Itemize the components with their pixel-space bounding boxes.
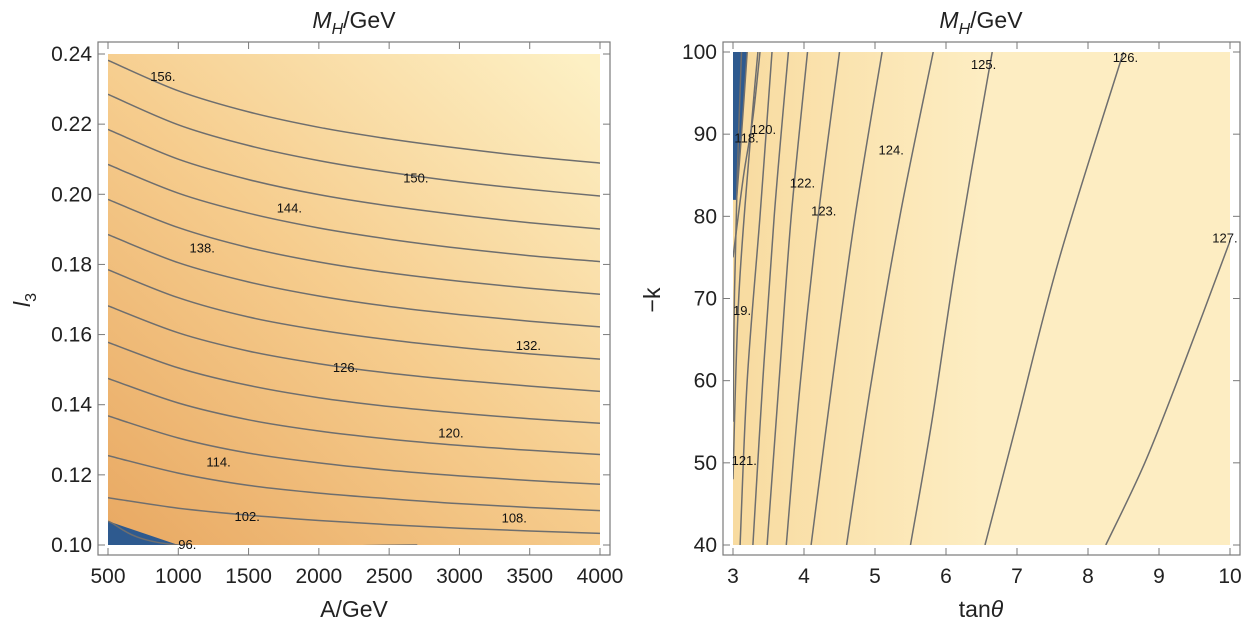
left-contour-line [108, 520, 418, 545]
right-contour-label: 124. [879, 143, 904, 158]
left-contour-label: 102. [235, 509, 260, 524]
left-xtick-label: 2000 [295, 565, 342, 588]
right-ytick-label: 90 [694, 123, 717, 146]
left-excluded-region [108, 521, 179, 545]
right-ytick-label: 50 [694, 452, 717, 475]
right-contour-line [785, 52, 841, 545]
right-excluded-region [733, 52, 748, 200]
left-xtick-label: 1500 [225, 565, 272, 588]
left-ytick-label: 0.10 [51, 534, 92, 557]
left-ytick-label: 0.24 [51, 43, 92, 66]
right-ytick-label: 80 [694, 205, 717, 228]
left-contour-label: 108. [502, 511, 527, 526]
right-contour-label: 121. [732, 453, 757, 468]
left-contour-line [108, 59, 600, 164]
left-contour-line [108, 128, 600, 230]
right-contour-line [984, 52, 1125, 545]
chart-left-plot-area [108, 54, 600, 545]
right-ytick-label: 60 [694, 370, 717, 393]
right-ytick-label: 100 [682, 41, 717, 64]
left-contour-line [108, 496, 600, 535]
left-ytick-label: 0.22 [51, 113, 92, 136]
left-ytick-label: 0.18 [51, 253, 92, 276]
left-contour-line [108, 269, 600, 360]
left-xtick-label: 2500 [366, 565, 413, 588]
chart-right-title: MH/GeV [939, 7, 1023, 38]
left-contour-line [108, 415, 600, 486]
right-xtick-label: 3 [727, 565, 739, 588]
right-ytick-label: 40 [694, 534, 717, 557]
left-contour-label: 114. [206, 455, 230, 470]
left-contour-label: 138. [190, 241, 215, 256]
right-contour-line [752, 52, 790, 545]
right-xtick-label: 10 [1218, 565, 1241, 588]
chart-right: MH/GeV 118. 19. 120. 121. 122. 123. 124. 125. 12… [639, 7, 1242, 622]
left-ytick-label: 0.14 [51, 394, 92, 417]
left-contour-line [108, 305, 600, 393]
right-contour-label: 19. [733, 303, 751, 318]
left-contour-label: 144. [277, 200, 302, 215]
left-ytick-label: 0.12 [51, 464, 92, 487]
left-contour-line [108, 233, 600, 328]
left-xtick-label: 1000 [155, 565, 202, 588]
chart-left-title: MH/GeV [312, 7, 396, 38]
right-contour-line [733, 52, 759, 480]
chart-right-ylabel: −k [639, 287, 665, 312]
right-contour-line [810, 52, 883, 545]
chart-left-frame [97, 41, 611, 556]
left-contour-label: 96. [178, 537, 196, 552]
left-ytick-label: 0.16 [51, 324, 92, 347]
chart-right-xlabel: tanθ [959, 596, 1004, 622]
chart-left-xlabel: A/GeV [320, 596, 388, 622]
right-xtick-label: 7 [1011, 565, 1023, 588]
right-contour-line [845, 52, 934, 545]
right-contour-label: 126. [1113, 50, 1138, 65]
right-xtick-label: 9 [1153, 565, 1165, 588]
left-contour-label: 120. [438, 426, 463, 441]
right-contour-label: 118. [734, 130, 758, 145]
left-contour-line [108, 198, 600, 295]
right-contour-line [1105, 240, 1230, 545]
left-contour-line [108, 377, 600, 456]
left-xtick-label: 500 [90, 565, 125, 588]
chart-left: MH/GeV 96. 102. 108. 114. 120. 126. 132. 138. 14… [9, 7, 623, 622]
left-contour-line [108, 163, 600, 263]
right-contour-line [739, 52, 773, 545]
left-contour-label: 156. [150, 69, 175, 84]
left-contour-label: 132. [516, 338, 541, 353]
left-xtick-label: 3500 [506, 565, 553, 588]
right-contour-label: 120. [751, 122, 776, 137]
right-contour-line [766, 52, 809, 545]
right-contour-label: 122. [790, 176, 815, 191]
left-xtick-label: 3000 [436, 565, 483, 588]
right-xtick-label: 6 [940, 565, 952, 588]
left-contour-line [108, 341, 600, 425]
right-ytick-label: 70 [694, 288, 717, 311]
right-contour-label: 127. [1212, 231, 1237, 246]
right-xtick-label: 8 [1082, 565, 1094, 588]
left-contour-line [108, 454, 600, 512]
right-contour-line [909, 52, 993, 545]
right-contour-label: 125. [971, 57, 996, 72]
left-contour-label: 150. [403, 171, 428, 186]
right-xtick-label: 4 [798, 565, 810, 588]
left-ytick-label: 0.20 [51, 183, 92, 206]
left-contour-line [108, 93, 600, 197]
right-contour-label: 123. [811, 203, 836, 218]
left-xtick-label: 4000 [577, 565, 624, 588]
chart-right-plot-area [733, 52, 1230, 545]
chart-left-ylabel: l3 [9, 293, 40, 307]
right-contour-line [733, 52, 761, 258]
right-xtick-label: 5 [869, 565, 881, 588]
left-contour-label: 126. [333, 360, 358, 375]
